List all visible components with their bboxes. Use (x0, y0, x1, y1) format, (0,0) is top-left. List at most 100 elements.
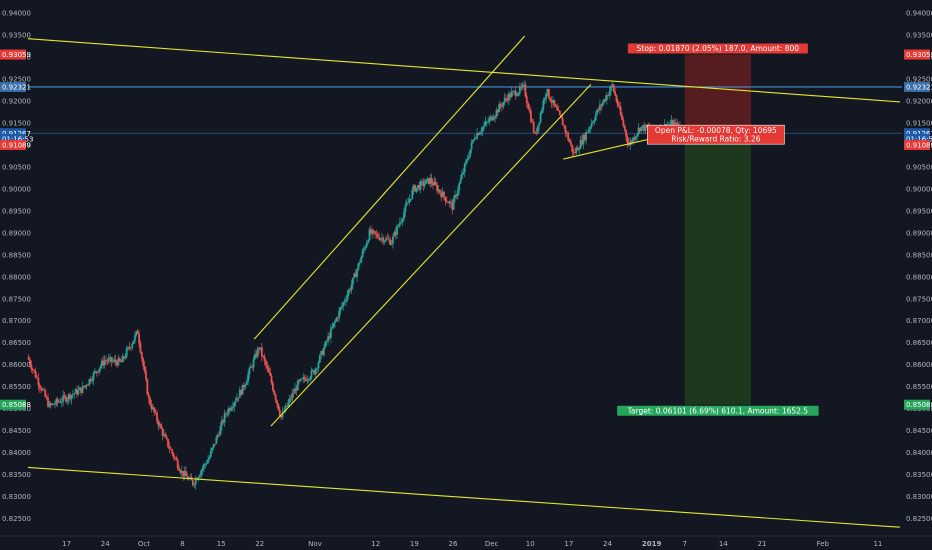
candle-body (292, 393, 295, 395)
candle-body (601, 102, 604, 106)
candle-body (590, 123, 593, 128)
candle-body (392, 236, 394, 244)
candle-body (376, 234, 379, 238)
candle-body (506, 98, 509, 101)
x-tick-label: Feb (817, 540, 830, 548)
candle-body (353, 273, 356, 278)
candle-body (530, 111, 532, 122)
candle-body (459, 178, 462, 184)
candle-body (74, 389, 77, 394)
candle-body (478, 132, 481, 135)
candle-body (527, 103, 530, 110)
y-tick-label-right: 0.92500 (906, 76, 932, 84)
candle-body (154, 412, 157, 414)
candle-body (258, 348, 261, 350)
candle-body (121, 356, 124, 363)
candle-body (408, 199, 411, 203)
candle-body (219, 426, 222, 436)
x-tick-label: 2019 (642, 540, 662, 548)
candle-body (637, 127, 640, 134)
candle-body (295, 388, 298, 391)
candle-body (296, 380, 299, 391)
candle-body (541, 109, 543, 113)
candle-body (214, 443, 216, 445)
candle-body (396, 225, 398, 235)
candle-body (451, 202, 454, 210)
candle-body (477, 133, 480, 135)
candle-body (335, 317, 338, 322)
candle-body (317, 362, 320, 369)
y-tick-label-left: 0.91500 (2, 120, 31, 128)
candle-body (401, 219, 404, 222)
candle-body (564, 126, 567, 133)
candle-body (174, 457, 176, 459)
candle-body (619, 106, 622, 115)
candle-body (240, 389, 243, 395)
candle-body (596, 109, 599, 115)
y-tick-label-right: 0.87000 (906, 317, 932, 325)
price-tag-bg (0, 49, 26, 60)
price-tag-right: 0.93059 (906, 51, 932, 59)
candle-body (89, 378, 92, 382)
candle-body (458, 183, 461, 191)
candle-body (386, 238, 389, 240)
candle-body (78, 387, 81, 390)
candle-body (127, 347, 129, 349)
candle-body (480, 131, 483, 133)
y-tick-label-left: 0.87500 (2, 295, 31, 303)
candle-body (558, 111, 561, 115)
y-tick-label-right: 0.86500 (906, 339, 932, 347)
candle-body (539, 112, 542, 123)
candle-body (612, 84, 615, 92)
candle-body (593, 120, 596, 122)
y-tick-label-left: 0.86000 (2, 361, 31, 369)
candle-body (393, 232, 396, 237)
candle-body (146, 379, 149, 395)
candle-body (411, 190, 414, 199)
y-tick-label-right: 0.84000 (906, 449, 932, 457)
candle-body (223, 413, 226, 423)
candle-body (117, 358, 120, 366)
candle-body (71, 394, 74, 396)
candle-body (302, 377, 305, 379)
candle-body (149, 398, 152, 405)
candle-body (550, 101, 553, 103)
candle-body (82, 386, 85, 388)
candle-body (553, 99, 556, 106)
candle-body (462, 172, 465, 174)
candle-body (538, 122, 541, 126)
x-tick-label: 12 (371, 540, 380, 548)
candle-body (113, 359, 116, 361)
candle-body (320, 351, 323, 356)
candle-body (299, 378, 302, 382)
candle-body (67, 394, 70, 400)
price-tag-left: 0.91089 (2, 141, 31, 149)
candle-body (535, 132, 538, 134)
candle-body (433, 181, 436, 186)
candle-body (398, 222, 401, 226)
candle-body (423, 183, 426, 186)
candle-body (561, 118, 564, 126)
candle-body (316, 368, 318, 370)
candle-body (94, 371, 96, 373)
y-tick-label-right: 0.92000 (906, 98, 932, 106)
candle-body (243, 384, 245, 388)
trendline (270, 83, 592, 427)
candle-body (589, 127, 592, 129)
x-tick-label: Oct (138, 540, 150, 548)
candle-body (165, 436, 168, 440)
candle-body (626, 136, 629, 144)
trendline (27, 38, 901, 103)
candle-body (218, 434, 220, 436)
candle-body (339, 307, 342, 311)
candle-body (350, 284, 353, 290)
x-tick-label: Nov (308, 540, 322, 548)
candle-body (254, 353, 256, 359)
y-tick-label-left: 0.94000 (2, 10, 31, 18)
candle-body (216, 434, 219, 437)
candle-body (531, 121, 534, 123)
candle-body (360, 257, 363, 263)
candle-body (476, 133, 479, 139)
candle-body (88, 378, 91, 385)
target-label: Target: 0.06101 (6.69%) 610.1, Amount: 1… (627, 406, 809, 415)
